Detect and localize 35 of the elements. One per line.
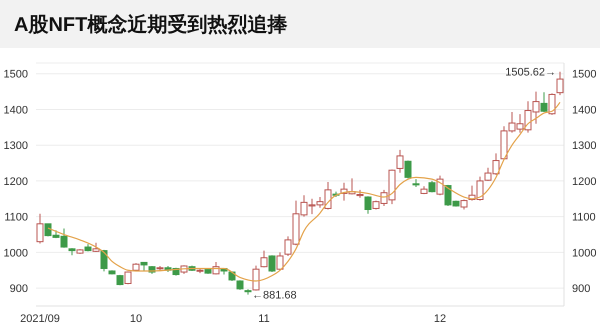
y2-tick-label: 900 [572,283,590,296]
candlestick [252,265,260,292]
y2-tick-label: 1200 [572,176,596,188]
candlestick [364,196,372,214]
y2-tick-label: 1000 [572,247,596,260]
candlestick [268,254,276,273]
candlestick [436,175,444,196]
y-tick-label: 1300 [4,140,28,152]
candlestick [540,92,548,112]
candlestick [36,213,44,244]
candlestick [396,149,404,174]
y2-tick-label: 1400 [572,104,596,116]
y-tick-label: 1100 [4,212,28,224]
candlestick [140,262,148,272]
candlestick [460,199,468,210]
x-tick-label: 11 [258,312,270,325]
chart-title: A股NFT概念近期受到热烈追捧 [14,12,288,38]
x-tick-label: 2021/09 [20,312,60,325]
y-tick-label: 1500 [4,68,28,81]
y-tick-label: 1200 [4,176,28,188]
y-tick-label: 900 [10,283,28,296]
candlestick [404,160,412,179]
candlestick [428,180,436,193]
x-tick-label: 12 [434,312,446,325]
y2-tick-label: 1500 [572,68,596,81]
x-tick-label: 10 [130,312,142,325]
candlestick [276,252,284,271]
annotation: ←881.68 [252,290,297,302]
y-tick-label: 1400 [4,104,28,116]
candlestick [260,250,268,268]
y2-tick-label: 1100 [572,212,596,224]
annotation: 1505.62→ [505,66,556,79]
y-tick-label: 1000 [4,247,28,260]
candlestick [556,71,564,96]
y2-tick-label: 1300 [572,140,596,152]
